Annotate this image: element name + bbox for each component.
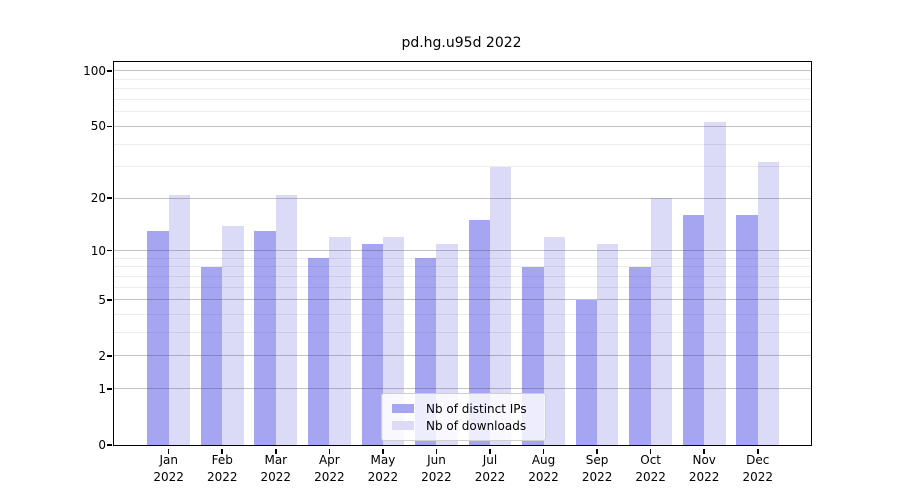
x-tick-month: Dec xyxy=(746,453,770,467)
x-axis-tick-label: Nov 2022 xyxy=(674,452,734,486)
x-tick-month: Apr xyxy=(318,453,340,467)
y-tick-mark xyxy=(107,355,112,357)
x-tick-year: 2022 xyxy=(153,470,184,484)
x-tick-mark xyxy=(221,448,224,454)
legend-label-downloads: Nb of downloads xyxy=(426,418,527,433)
bar-distinct-ips xyxy=(629,266,651,445)
x-tick-year: 2022 xyxy=(314,470,345,484)
y-tick-mark xyxy=(107,388,112,390)
x-tick-month: Aug xyxy=(531,453,556,467)
x-tick-mark xyxy=(167,448,170,454)
x-tick-month: Jun xyxy=(427,453,446,467)
x-axis-tick-label: Aug 2022 xyxy=(514,452,574,486)
bar-distinct-ips xyxy=(468,220,490,445)
y-axis-tick-label: 0 xyxy=(98,438,106,452)
x-axis-tick-label: May 2022 xyxy=(353,452,413,486)
bar-distinct-ips xyxy=(147,231,169,445)
minor-gridline xyxy=(114,88,811,90)
bar-distinct-ips xyxy=(200,266,223,445)
x-tick-year: 2022 xyxy=(742,470,774,484)
x-axis-tick-label: Apr 2022 xyxy=(299,452,359,486)
minor-gridline xyxy=(114,78,811,80)
bar-downloads xyxy=(222,225,244,445)
x-axis-tick-label: Jul 2022 xyxy=(460,452,520,486)
bar-distinct-ips xyxy=(682,215,705,445)
y-tick-mark xyxy=(107,298,112,301)
x-tick-month: Nov xyxy=(692,453,716,467)
y-axis-tick-label: 5 xyxy=(98,292,106,307)
bar-downloads xyxy=(597,243,619,445)
x-tick-year: 2022 xyxy=(688,470,720,484)
legend: Nb of distinct IPs Nb of downloads xyxy=(381,393,546,441)
bar-downloads xyxy=(704,121,726,445)
x-axis-tick-label: Sep 2022 xyxy=(567,452,627,486)
bar-downloads xyxy=(168,194,191,445)
x-tick-month: Jan xyxy=(159,453,178,467)
x-axis-tick-label: Jan 2022 xyxy=(139,452,199,486)
bar-distinct-ips xyxy=(361,243,383,445)
x-tick-mark xyxy=(542,448,545,454)
x-tick-year: 2022 xyxy=(474,470,506,484)
legend-label-distinct-ips: Nb of distinct IPs xyxy=(426,401,527,416)
minor-gridline xyxy=(114,111,811,113)
x-tick-mark xyxy=(382,448,384,454)
bar-downloads xyxy=(329,237,351,445)
x-tick-month: Mar xyxy=(264,453,288,467)
x-tick-month: May xyxy=(370,453,396,467)
x-tick-mark xyxy=(756,448,759,454)
y-axis-tick-label: 1 xyxy=(98,381,106,396)
major-gridline xyxy=(114,70,811,72)
y-axis-tick-label: 50 xyxy=(90,119,106,134)
x-tick-year: 2022 xyxy=(206,470,238,484)
x-tick-year: 2022 xyxy=(528,470,559,484)
x-axis-tick-label: Dec 2022 xyxy=(728,452,788,486)
bar-downloads xyxy=(275,194,298,445)
bar-distinct-ips xyxy=(736,215,758,445)
x-tick-year: 2022 xyxy=(421,470,452,484)
x-tick-month: Jul xyxy=(482,453,498,467)
legend-entry-distinct-ips: Nb of distinct IPs xyxy=(392,400,535,417)
x-tick-year: 2022 xyxy=(581,470,613,484)
x-tick-year: 2022 xyxy=(260,470,292,484)
y-axis-tick-label: 100 xyxy=(83,63,106,78)
x-axis-tick-label: Mar 2022 xyxy=(246,452,306,486)
x-tick-year: 2022 xyxy=(367,470,399,484)
y-tick-mark xyxy=(107,70,112,72)
x-tick-month: Sep xyxy=(585,453,609,467)
x-tick-year: 2022 xyxy=(635,470,666,484)
legend-swatch-distinct-ips xyxy=(392,404,414,413)
x-tick-mark xyxy=(649,448,652,454)
bar-downloads xyxy=(650,198,673,445)
y-axis-tick-label: 2 xyxy=(98,348,106,363)
y-tick-mark xyxy=(107,444,112,446)
y-tick-mark xyxy=(107,125,112,128)
x-tick-month: Oct xyxy=(640,453,662,467)
y-tick-mark xyxy=(107,249,112,252)
x-tick-mark xyxy=(596,448,598,454)
bar-distinct-ips xyxy=(575,299,598,445)
bar-downloads xyxy=(543,237,565,445)
bar-distinct-ips xyxy=(307,258,330,445)
x-tick-month: Feb xyxy=(211,453,233,467)
x-tick-mark xyxy=(703,448,705,454)
plot-area: 100 50 20 10 5 2 1 0 Jan 2022 Feb 2022 Mar 2022 Apr 202… xyxy=(83,61,812,484)
x-axis-tick-label: Jun 2022 xyxy=(406,452,466,486)
y-axis-tick-label: 10 xyxy=(90,243,106,258)
bar-downloads xyxy=(490,166,512,445)
minor-gridline xyxy=(114,99,811,101)
bar-distinct-ips xyxy=(254,231,276,445)
bar-downloads xyxy=(757,161,780,445)
x-tick-mark xyxy=(328,448,331,454)
y-tick-mark xyxy=(107,197,112,200)
legend-swatch-downloads xyxy=(392,421,414,430)
x-axis-tick-label: Oct 2022 xyxy=(621,452,681,486)
x-tick-mark xyxy=(489,448,491,454)
legend-entry-downloads: Nb of downloads xyxy=(392,417,535,434)
x-axis-tick-label: Feb 2022 xyxy=(192,452,252,486)
x-tick-mark xyxy=(275,448,277,454)
chart-title: pd.hg.u95d 2022 xyxy=(401,35,522,51)
x-tick-mark xyxy=(435,448,438,454)
y-axis-tick-label: 20 xyxy=(90,191,106,206)
